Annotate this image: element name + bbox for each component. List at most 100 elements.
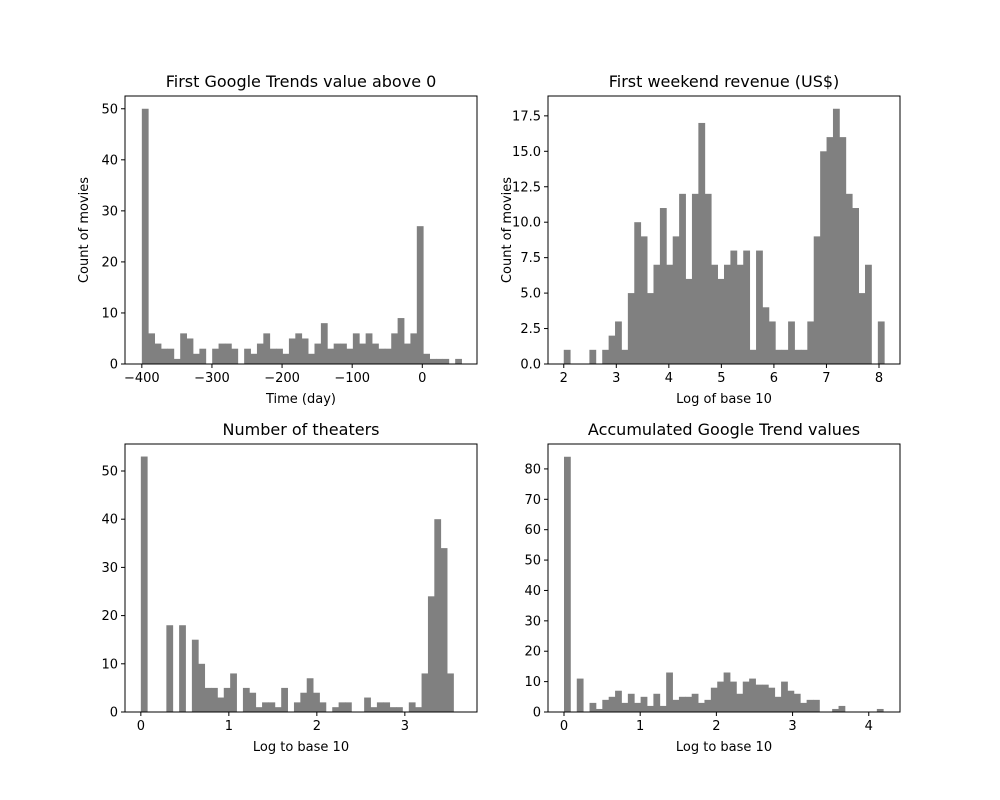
histogram-bar bbox=[672, 236, 680, 364]
histogram-bar bbox=[288, 338, 296, 364]
y-tick-label: 0 bbox=[110, 706, 118, 721]
axes-frame bbox=[547, 443, 901, 713]
histogram-bar bbox=[730, 681, 737, 712]
histogram-bar bbox=[877, 321, 885, 364]
histogram-bar bbox=[212, 348, 219, 364]
histogram-bar bbox=[313, 692, 320, 712]
histogram-bar bbox=[263, 333, 271, 364]
y-tick-label: 0 bbox=[110, 358, 118, 373]
histogram-bar bbox=[314, 343, 322, 364]
chart-2: 2 3 4 5 6 7 8 0.0 2.5 5.0 7.5 10.0 12.5 15.0 17.5 First… bbox=[500, 72, 901, 407]
histogram-bar bbox=[192, 353, 200, 364]
histogram-bar bbox=[404, 343, 411, 364]
y-axis-label: Count of movies bbox=[77, 177, 92, 283]
histogram-bar bbox=[333, 343, 341, 364]
histogram-bar bbox=[666, 672, 673, 712]
histogram-bar bbox=[602, 699, 610, 712]
x-tick-label: 3 bbox=[788, 719, 796, 734]
histogram-bar bbox=[839, 137, 847, 364]
histogram-bar bbox=[352, 333, 360, 364]
histogram-bar bbox=[640, 696, 648, 712]
histogram-bar bbox=[794, 349, 802, 364]
histogram-bar bbox=[813, 236, 821, 364]
histogram-bar bbox=[640, 236, 648, 364]
histogram-bar bbox=[372, 343, 379, 364]
histogram-bar bbox=[698, 122, 706, 364]
histogram-bar bbox=[723, 672, 731, 712]
histogram-bar bbox=[717, 681, 725, 712]
histogram-bar bbox=[806, 699, 814, 712]
histogram-bar bbox=[421, 673, 429, 712]
histogram-bar bbox=[378, 348, 386, 364]
histogram-bar bbox=[427, 596, 435, 712]
histogram-bar bbox=[173, 358, 181, 364]
histogram-bar bbox=[295, 333, 303, 364]
histogram-bar bbox=[416, 226, 424, 364]
y-tick-label: 70 bbox=[524, 493, 541, 508]
histogram-bar bbox=[691, 193, 699, 364]
histogram-bar bbox=[242, 687, 250, 712]
x-tick-label: −200 bbox=[264, 371, 300, 386]
histogram-bar bbox=[685, 696, 693, 712]
histogram-bar bbox=[852, 208, 859, 364]
histogram-bar bbox=[621, 349, 629, 364]
x-tick-label: 7 bbox=[822, 371, 830, 386]
histogram-bar bbox=[224, 343, 232, 364]
histogram-bar bbox=[698, 702, 705, 712]
histogram-bar bbox=[256, 343, 264, 364]
chart-title: Number of theaters bbox=[223, 420, 380, 439]
histogram-bar bbox=[807, 321, 815, 364]
histogram-bar bbox=[199, 348, 207, 364]
histogram-bar bbox=[345, 702, 352, 712]
y-tick-label: 17.5 bbox=[512, 109, 541, 124]
histogram-bar bbox=[300, 692, 308, 712]
histogram-bar bbox=[223, 687, 231, 712]
histogram-bar bbox=[268, 702, 276, 712]
histogram-bar bbox=[180, 333, 187, 364]
histogram-bar bbox=[865, 264, 872, 364]
histogram-bar bbox=[384, 348, 392, 364]
y-tick-label: 15.0 bbox=[512, 145, 541, 160]
histogram-bar bbox=[327, 348, 335, 364]
histogram-bar bbox=[186, 338, 194, 364]
histogram-bar bbox=[845, 193, 853, 364]
histogram-bar bbox=[781, 681, 788, 712]
histogram-bar bbox=[762, 307, 770, 364]
histogram-bar bbox=[736, 264, 744, 364]
histogram-bar bbox=[615, 690, 622, 712]
histogram-bar bbox=[832, 108, 840, 364]
histogram-bar bbox=[768, 321, 776, 364]
x-tick-label: 2 bbox=[712, 719, 720, 734]
histogram-bar bbox=[198, 663, 206, 712]
x-tick-label: −300 bbox=[194, 371, 230, 386]
histogram-bar bbox=[148, 333, 156, 364]
y-tick-label: 50 bbox=[101, 464, 118, 479]
histogram-bar bbox=[672, 699, 680, 712]
histogram-bar bbox=[576, 678, 584, 712]
histogram-bar bbox=[876, 708, 884, 712]
y-axis-label: Count of movies bbox=[500, 177, 515, 283]
y-tick-label: 40 bbox=[524, 584, 541, 599]
histogram-bar bbox=[218, 343, 226, 364]
y-tick-label: 10 bbox=[101, 657, 118, 672]
histogram-bar bbox=[710, 687, 718, 712]
x-tick-label: 8 bbox=[875, 371, 883, 386]
histogram-bar bbox=[230, 673, 237, 712]
histogram-bar bbox=[301, 338, 309, 364]
histogram-bar bbox=[455, 358, 462, 364]
y-tick-label: 40 bbox=[101, 153, 118, 168]
histogram-bar bbox=[634, 222, 642, 364]
histogram-bar bbox=[274, 707, 282, 712]
x-tick-label: 3 bbox=[612, 371, 620, 386]
histogram-bar bbox=[440, 548, 448, 712]
histogram-bar bbox=[340, 343, 347, 364]
chart-title: First weekend revenue (US$) bbox=[609, 72, 840, 91]
histogram-bar bbox=[858, 293, 866, 364]
y-tick-label: 20 bbox=[101, 609, 118, 624]
histogram-bar bbox=[423, 353, 430, 364]
y-tick-label: 7.5 bbox=[520, 251, 541, 266]
histogram-bar bbox=[634, 702, 642, 712]
y-tick-label: 2.5 bbox=[520, 322, 541, 337]
histogram-bar bbox=[666, 264, 674, 364]
